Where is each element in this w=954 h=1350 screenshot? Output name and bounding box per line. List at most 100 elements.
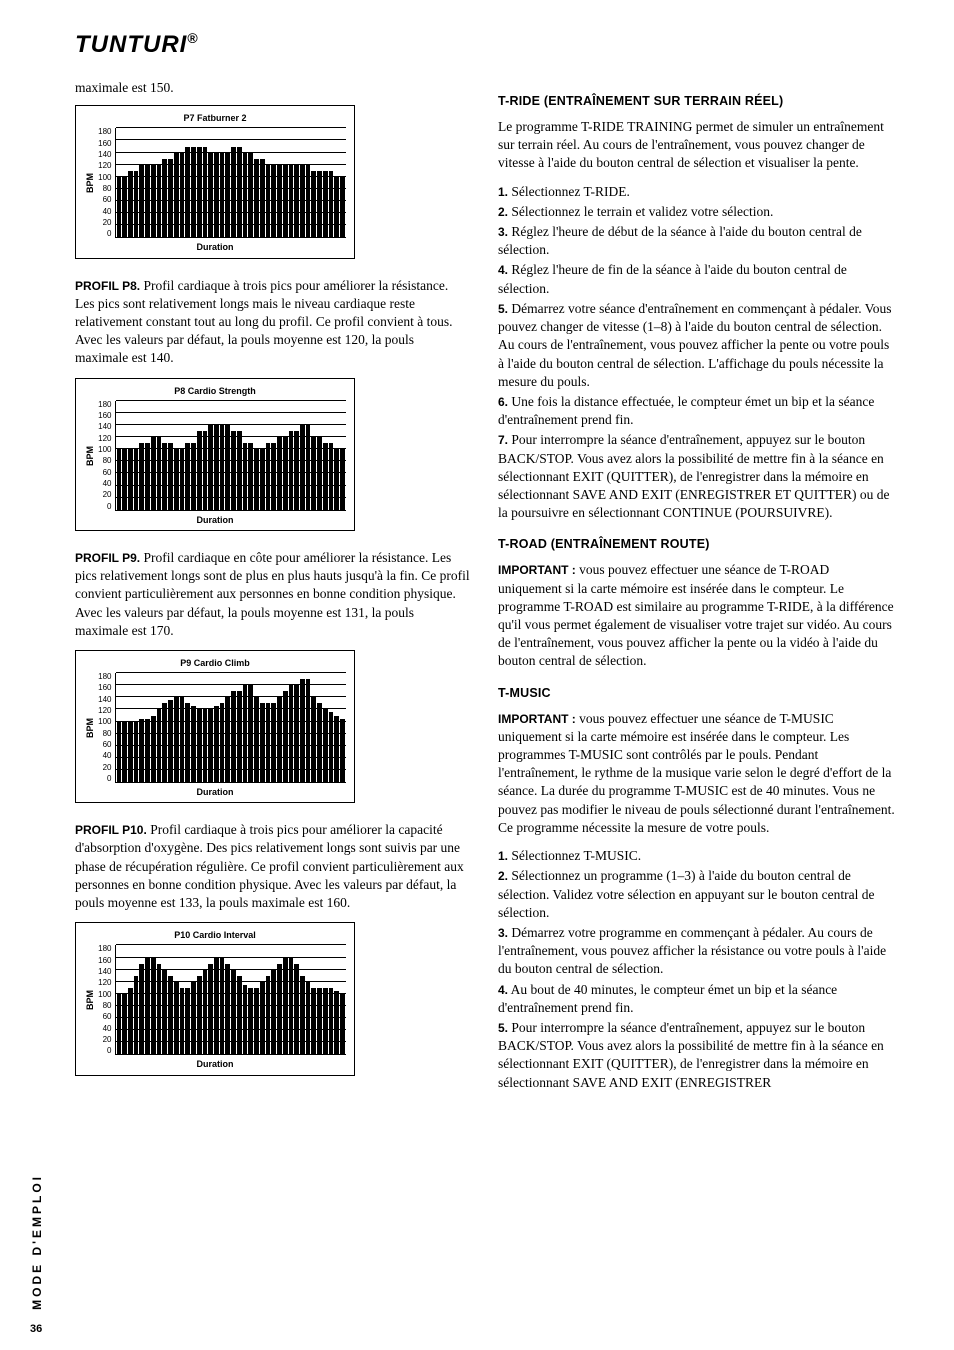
chart-bar	[191, 982, 196, 1055]
chart-bar	[220, 425, 225, 510]
chart-tick: 120	[98, 979, 111, 987]
chart-title: P9 Cardio Climb	[84, 657, 346, 669]
chart-bar	[254, 988, 259, 1055]
list-number: 2.	[498, 205, 508, 219]
chart-bar	[225, 153, 230, 238]
list-text: Démarrez votre séance d'entraînement en …	[498, 301, 892, 389]
chart-bar	[117, 177, 122, 238]
chart-bar	[254, 697, 259, 782]
chart-xlabel: Duration	[84, 786, 346, 798]
chart-plot	[115, 128, 347, 238]
content-columns: maximale est 150. P7 Fatburner 2BPM18016…	[75, 79, 896, 1094]
chart-bar	[191, 147, 196, 238]
chart-bar	[243, 685, 248, 782]
chart-tick: 20	[98, 1036, 111, 1044]
chart-bar	[254, 159, 259, 238]
chart-bar	[134, 722, 139, 783]
chart-bar	[323, 709, 328, 782]
list-text: Pour interrompre la séance d'entraînemen…	[498, 1020, 884, 1090]
chart-bar	[145, 165, 150, 238]
chart-bar	[317, 988, 322, 1055]
chart-tick: 100	[98, 174, 111, 182]
chart-bar	[214, 153, 219, 238]
chart-bar	[237, 976, 242, 1055]
chart-bar	[306, 425, 311, 510]
list-number: 6.	[498, 395, 508, 409]
chart-tick: 160	[98, 412, 111, 420]
chart-bar	[329, 443, 334, 510]
chart-bar	[157, 437, 162, 510]
chart-tick: 180	[98, 401, 111, 409]
list-number: 5.	[498, 1021, 508, 1035]
chart-bar	[197, 147, 202, 238]
chart-tick: 0	[98, 1047, 111, 1055]
chart-bar	[294, 431, 299, 510]
chart-title: P7 Fatburner 2	[84, 112, 346, 124]
chart-bar	[237, 431, 242, 510]
chart-tick: 80	[98, 730, 111, 738]
troad-text: vous pouvez effectuer une séance de T-RO…	[498, 562, 894, 668]
chart-bar	[248, 988, 253, 1055]
chart-bar	[191, 443, 196, 510]
chart-ylabel: BPM	[84, 401, 96, 511]
chart-bar	[185, 988, 190, 1055]
chart-bar	[323, 443, 328, 510]
chart-bar	[243, 153, 248, 238]
chart-p8: P8 Cardio StrengthBPM1801601401201008060…	[75, 378, 355, 531]
chart-bar	[266, 443, 271, 510]
chart-tick: 0	[98, 503, 111, 511]
chart-body: BPM180160140120100806040200	[84, 401, 346, 511]
tmusic-text: vous pouvez effectuer une séance de T-MU…	[498, 711, 895, 835]
important-label: IMPORTANT :	[498, 563, 576, 577]
chart-tick: 40	[98, 752, 111, 760]
chart-bar	[117, 994, 122, 1055]
chart-tick: 100	[98, 718, 111, 726]
profile-label: PROFIL P8.	[75, 279, 140, 293]
chart-ticks: 180160140120100806040200	[98, 128, 111, 238]
chart-tick: 20	[98, 219, 111, 227]
chart-bar	[214, 706, 219, 782]
chart-bar	[248, 153, 253, 238]
chart-bar	[248, 443, 253, 510]
chart-tick: 60	[98, 741, 111, 749]
chart-bars	[116, 128, 347, 237]
important-label: IMPORTANT :	[498, 712, 576, 726]
troad-para: IMPORTANT : vous pouvez effectuer une sé…	[498, 561, 896, 670]
chart-bar	[306, 679, 311, 782]
chart-bar	[139, 443, 144, 510]
chart-bar	[180, 449, 185, 510]
left-column: maximale est 150. P7 Fatburner 2BPM18016…	[75, 79, 470, 1094]
list-number: 2.	[498, 869, 508, 883]
chart-bar	[260, 449, 265, 510]
chart-bar	[300, 425, 305, 510]
chart-ticks: 180160140120100806040200	[98, 945, 111, 1055]
chart-bar	[311, 437, 316, 510]
chart-bar	[311, 988, 316, 1055]
chart-tick: 0	[98, 775, 111, 783]
list-text: Réglez l'heure de fin de la séance à l'a…	[498, 262, 847, 295]
chart-bar	[220, 958, 225, 1055]
chart-plot	[115, 673, 347, 783]
list-text: Pour interrompre la séance d'entraînemen…	[498, 432, 889, 520]
chart-bar	[134, 976, 139, 1055]
chart-tick: 60	[98, 1013, 111, 1021]
chart-bar	[134, 449, 139, 510]
chart-tick: 100	[98, 991, 111, 999]
chart-bar	[203, 970, 208, 1055]
chart-bar	[203, 147, 208, 238]
chart-bar	[237, 691, 242, 782]
chart-tick: 180	[98, 128, 111, 136]
chart-bar	[185, 703, 190, 782]
chart-tick: 140	[98, 151, 111, 159]
chart-tick: 140	[98, 968, 111, 976]
list-number: 1.	[498, 849, 508, 863]
list-number: 4.	[498, 983, 508, 997]
chart-bar	[145, 958, 150, 1055]
chart-bar	[157, 709, 162, 782]
chart-bar	[317, 437, 322, 510]
chart-bar	[260, 159, 265, 238]
chart-bar	[340, 177, 345, 238]
chart-bar	[311, 171, 316, 238]
chart-ylabel: BPM	[84, 128, 96, 238]
chart-bar	[317, 171, 322, 238]
